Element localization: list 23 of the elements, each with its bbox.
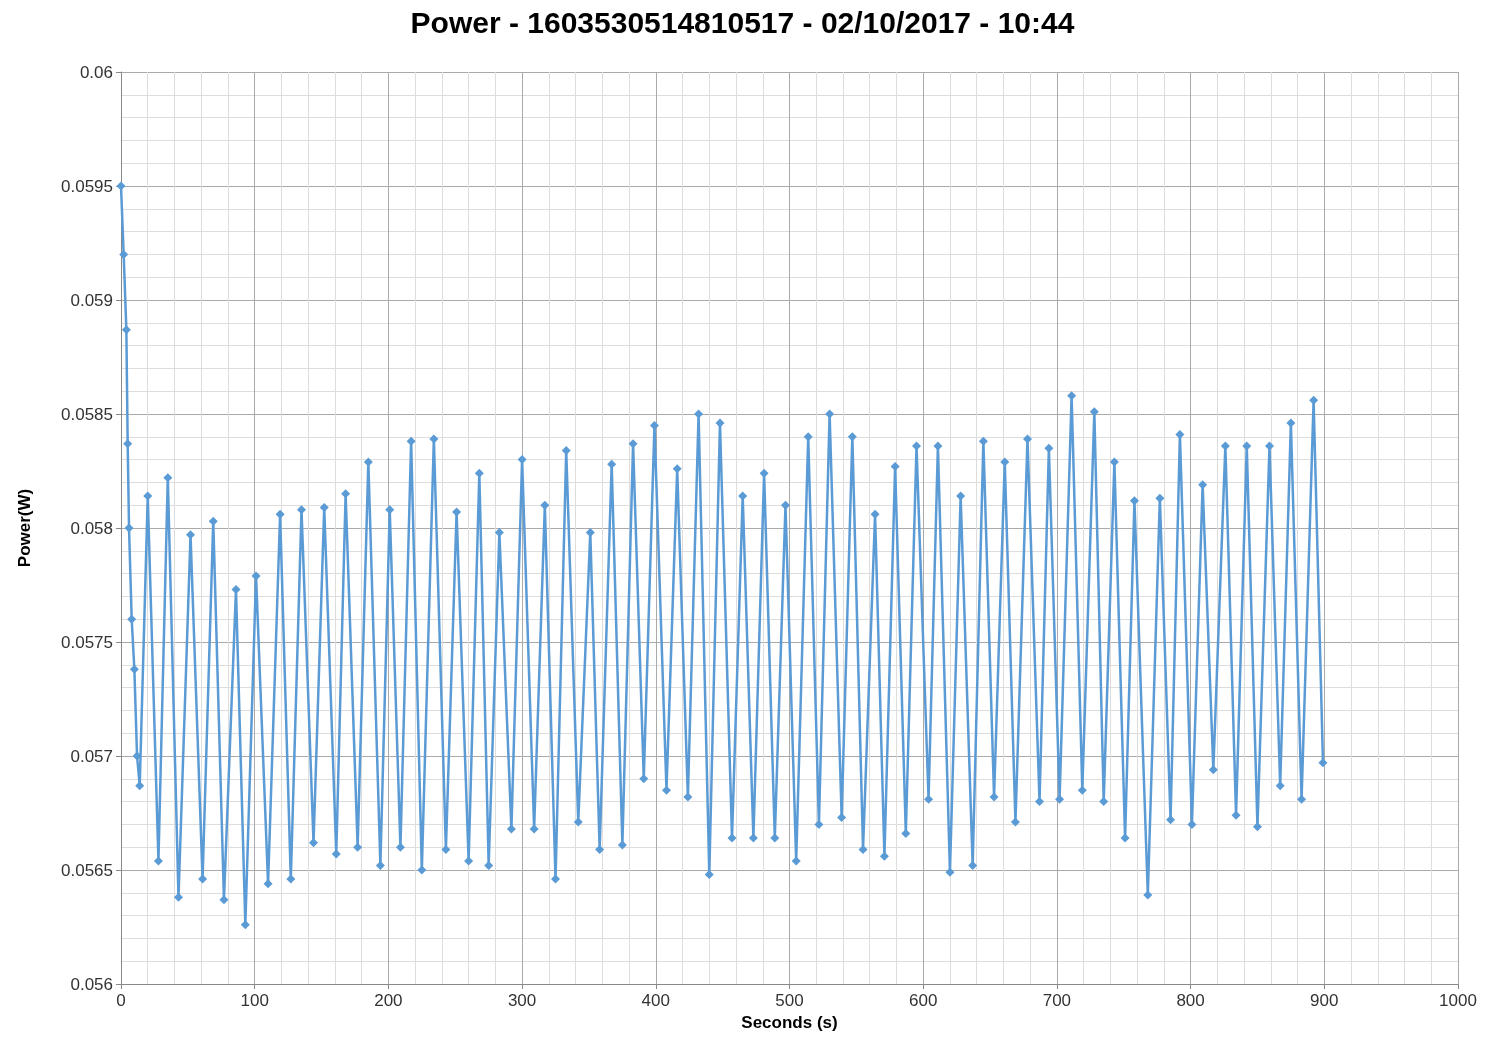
y-axis-title: Power(W) bbox=[15, 488, 34, 568]
x-tick-label: 0 bbox=[116, 991, 126, 1010]
chart-title: Power - 1603530514810517 - 02/10/2017 - 10:44 bbox=[410, 5, 1075, 39]
x-tick-label: 200 bbox=[374, 991, 403, 1010]
x-tick-label: 400 bbox=[641, 991, 670, 1010]
y-tick-label: 0.056 bbox=[70, 974, 113, 994]
x-tick-label: 900 bbox=[1310, 991, 1339, 1010]
y-tick-label: 0.0575 bbox=[61, 632, 113, 652]
y-tick-label: 0.0595 bbox=[61, 176, 113, 196]
x-tick-label: 100 bbox=[240, 991, 269, 1010]
y-tick-label: 0.0565 bbox=[61, 860, 113, 880]
y-tick-label: 0.06 bbox=[79, 62, 113, 82]
x-tick-label: 800 bbox=[1176, 991, 1205, 1010]
y-tick-label: 0.058 bbox=[70, 518, 113, 538]
x-tick-label: 500 bbox=[775, 991, 804, 1010]
x-tick-label: 1000 bbox=[1439, 991, 1477, 1010]
x-axis-title: Seconds (s) bbox=[741, 1012, 838, 1032]
y-tick-label: 0.057 bbox=[70, 746, 113, 766]
x-tick-label: 700 bbox=[1042, 991, 1072, 1010]
x-tick-label: 300 bbox=[507, 991, 537, 1010]
x-tick-label: 600 bbox=[909, 991, 938, 1010]
y-tick-label: 0.0585 bbox=[61, 404, 113, 424]
y-tick-label: 0.059 bbox=[70, 290, 113, 310]
